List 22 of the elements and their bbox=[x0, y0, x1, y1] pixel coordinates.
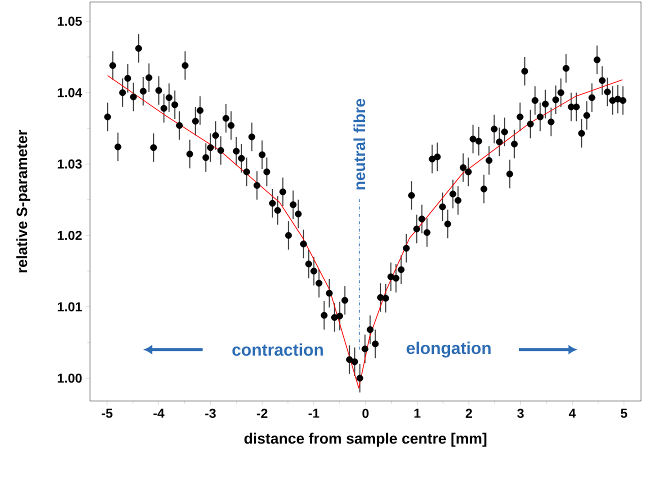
x-tick-label: -2 bbox=[256, 408, 268, 418]
x-tick-label: -1 bbox=[308, 408, 320, 418]
annotation: elongation bbox=[406, 342, 491, 358]
y-tick-label: 1.00 bbox=[58, 374, 82, 383]
y-tick-label: 1.03 bbox=[58, 159, 82, 169]
x-tick-label: 1 bbox=[414, 408, 420, 418]
ref-line-label: neutral fibre bbox=[353, 98, 366, 190]
annotation: contraction bbox=[232, 343, 323, 356]
x-tick-label: 2 bbox=[466, 408, 472, 418]
x-tick-label: 4 bbox=[568, 408, 576, 418]
x-tick-label: -5 bbox=[102, 408, 112, 418]
x-tick-label: 0 bbox=[362, 408, 369, 418]
x-tick-label: -4 bbox=[153, 408, 164, 418]
y-tick-label: 1.05 bbox=[58, 16, 82, 26]
x-tick-label: -3 bbox=[205, 408, 216, 418]
x-tick-label: 5 bbox=[620, 408, 628, 418]
y-tick-label: 1.02 bbox=[58, 230, 82, 240]
y-axis-title: relative S-parameter bbox=[16, 130, 30, 272]
y-tick-label: 1.01 bbox=[58, 302, 82, 312]
y-tick-label: 1.04 bbox=[58, 88, 82, 98]
x-tick-label: 3 bbox=[517, 408, 524, 418]
x-axis-title: distance from sample centre [mm] bbox=[244, 432, 486, 447]
